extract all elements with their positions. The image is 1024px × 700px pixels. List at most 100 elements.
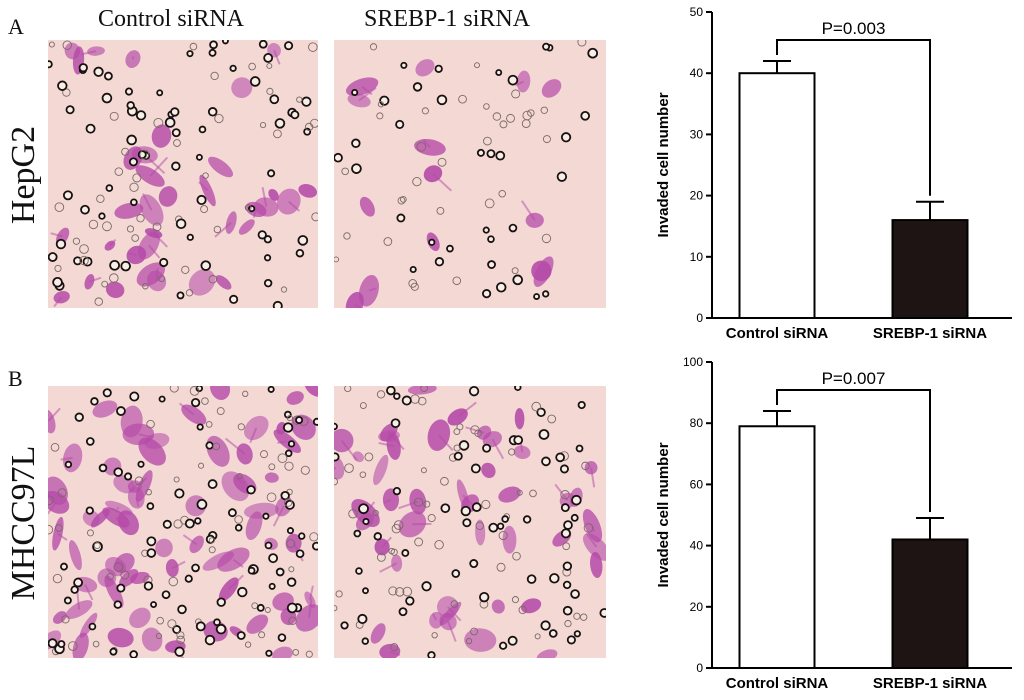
membrane-pore	[155, 632, 163, 640]
membrane-pore	[205, 534, 216, 544]
membrane-pore	[372, 509, 379, 517]
membrane-pore	[388, 547, 395, 555]
membrane-pore	[70, 585, 79, 594]
membrane-pore	[79, 255, 89, 266]
membrane-pore	[196, 194, 207, 206]
membrane-pore	[496, 282, 507, 293]
membrane-pore	[469, 559, 479, 569]
membrane-pore	[376, 112, 384, 120]
cell-process	[438, 434, 454, 452]
membrane-pore	[398, 607, 408, 617]
membrane-pore	[246, 485, 256, 495]
stained-cell	[264, 472, 279, 483]
membrane-pore	[185, 289, 194, 297]
membrane-pore	[386, 386, 396, 396]
membrane-pore	[48, 60, 53, 69]
membrane-pore	[513, 435, 524, 445]
membrane-pore	[570, 589, 580, 599]
stained-cell	[254, 197, 279, 217]
bar-srebp	[891, 219, 969, 319]
membrane-pore	[348, 509, 358, 519]
membrane-pore	[395, 587, 405, 597]
membrane-pore	[50, 443, 60, 452]
membrane-pore	[421, 581, 432, 592]
membrane-pore	[284, 449, 293, 458]
bar-control	[738, 72, 816, 319]
membrane-pore	[580, 111, 590, 121]
membrane-pore	[85, 506, 94, 515]
membrane-pore	[266, 87, 274, 95]
membrane-pore	[501, 515, 509, 523]
membrane-pore	[295, 248, 305, 258]
cell-process	[432, 613, 438, 621]
cell-process	[148, 244, 161, 259]
stained-cell	[120, 405, 143, 438]
membrane-pore	[549, 573, 560, 584]
micrograph-hepg2-srebp-image	[334, 40, 606, 308]
membrane-pore	[351, 138, 361, 148]
membrane-pore	[334, 256, 340, 263]
column-title-srebp: SREBP-1 siRNA	[364, 6, 531, 32]
membrane-pore	[257, 230, 267, 240]
membrane-pore	[143, 581, 154, 591]
stained-cell	[125, 50, 141, 69]
stained-cell	[105, 281, 125, 299]
membrane-pore	[109, 111, 119, 121]
stained-cell	[208, 156, 234, 178]
membrane-pore	[511, 267, 519, 275]
membrane-pore	[186, 50, 194, 58]
cell-process	[334, 466, 337, 470]
stained-cell	[286, 391, 304, 405]
membrane-pore	[364, 452, 374, 462]
cell-process	[288, 200, 301, 212]
membrane-pore	[259, 122, 267, 129]
membrane-pore	[344, 463, 354, 473]
membrane-pore	[61, 615, 70, 624]
stained-cell	[246, 614, 269, 634]
row-label-hepg2: HepG2	[5, 125, 42, 225]
cell-process	[53, 296, 63, 308]
membrane-pore	[105, 184, 114, 192]
membrane-pore	[120, 570, 130, 580]
cell-process	[214, 221, 232, 238]
membrane-pore	[579, 613, 588, 621]
membrane-pore	[196, 498, 208, 510]
membrane-pore	[541, 456, 551, 467]
membrane-pore	[436, 206, 445, 215]
membrane-pore	[560, 528, 571, 539]
membrane-pore	[562, 561, 573, 571]
y-tick-label: 100	[683, 355, 703, 369]
cell-process	[447, 606, 462, 622]
stained-cell	[68, 540, 82, 571]
membrane-pore	[213, 225, 222, 234]
membrane-pore	[577, 400, 586, 410]
membrane-pore	[102, 388, 112, 398]
membrane-pore	[96, 194, 105, 204]
membrane-pore	[277, 453, 288, 464]
membrane-pore	[335, 590, 343, 598]
membrane-pore	[204, 634, 216, 646]
membrane-pore	[174, 488, 185, 499]
membrane-pore	[237, 586, 248, 598]
cell-process	[590, 467, 596, 488]
stained-cell	[104, 575, 124, 608]
membrane-pore	[560, 503, 570, 513]
y-tick-label: 50	[690, 5, 704, 19]
cell-process	[378, 441, 394, 448]
cell-process	[60, 456, 73, 461]
membrane-pore	[263, 235, 272, 244]
membrane-pore	[508, 448, 516, 456]
membrane-pore	[343, 232, 351, 240]
membrane-pore	[236, 631, 246, 640]
membrane-pore	[62, 190, 73, 201]
membrane-pore	[286, 577, 297, 587]
membrane-pore	[98, 463, 108, 473]
membrane-pore	[290, 110, 300, 120]
stained-cell	[90, 508, 110, 528]
membrane-pore	[468, 386, 480, 397]
stained-cell	[370, 623, 386, 644]
stained-cell	[541, 79, 562, 98]
membrane-pore	[113, 467, 124, 477]
membrane-pore	[98, 212, 106, 220]
membrane-pore	[60, 562, 68, 571]
